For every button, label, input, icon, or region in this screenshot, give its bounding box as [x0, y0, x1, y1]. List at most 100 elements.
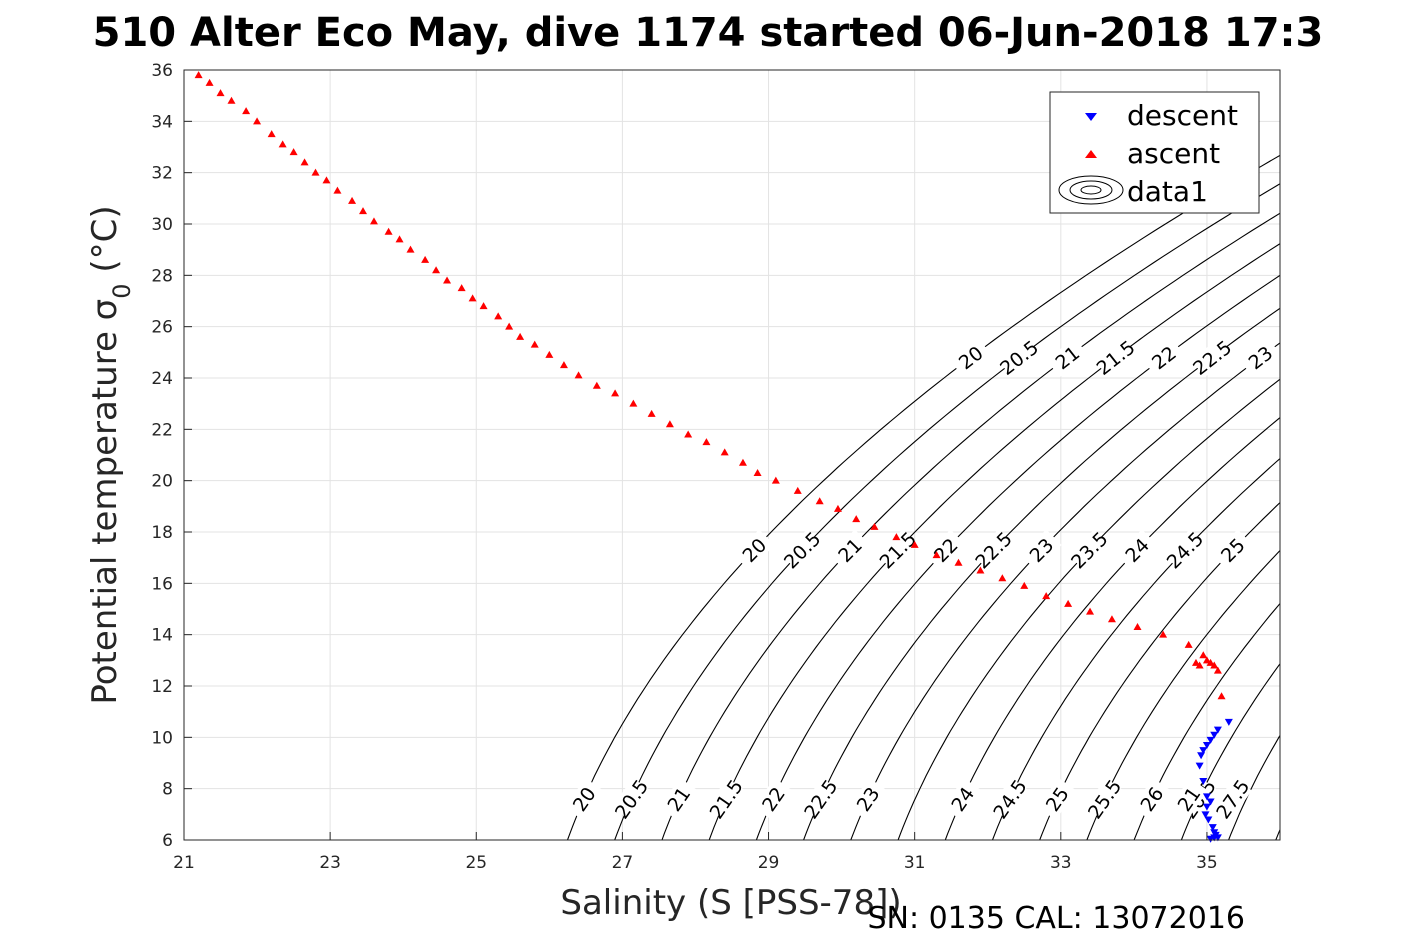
- x-tick-label: 29: [758, 853, 780, 873]
- density-contour-line: [944, 416, 1280, 840]
- y-tick-label: 26: [151, 318, 173, 338]
- legend-data1-label: data1: [1127, 175, 1208, 208]
- descent-point: [1197, 752, 1206, 760]
- contour-label-bg: [1169, 777, 1209, 820]
- y-tick-label: 12: [151, 677, 173, 697]
- y-tick-label: 24: [151, 369, 173, 389]
- descent-point: [1199, 747, 1208, 755]
- descent-point: [1206, 798, 1215, 806]
- descent-series: [1195, 718, 1233, 843]
- y-tick-label: 14: [151, 626, 173, 646]
- ascent-point: [267, 130, 276, 138]
- ascent-point: [468, 294, 477, 302]
- contour-label-bg: [949, 337, 992, 378]
- ascent-point: [300, 158, 309, 166]
- ascent-point: [289, 148, 298, 156]
- ascent-point: [384, 227, 393, 235]
- density-contour-line: [708, 243, 1280, 840]
- ascent-point: [1064, 599, 1073, 607]
- contour-label-bg: [943, 777, 982, 820]
- ascent-point: [242, 107, 251, 115]
- contour-label-bg: [611, 777, 651, 820]
- ascent-point: [311, 168, 320, 176]
- ascent-point: [1195, 661, 1204, 669]
- y-tick-label: 34: [151, 112, 173, 132]
- contour-label-bg: [1116, 529, 1158, 571]
- ascent-point: [629, 399, 638, 407]
- x-axis-ticks: 21 23 25 27 29 31 33 35: [173, 832, 1218, 873]
- contour-label-bg: [1213, 777, 1252, 820]
- ascent-point: [833, 504, 842, 512]
- y-axis-label-unit: (°C): [85, 205, 125, 283]
- ascent-point: [443, 276, 452, 284]
- legend-contour-icon: [1058, 175, 1124, 205]
- descent-point: [1208, 824, 1217, 832]
- ascent-point: [530, 340, 539, 348]
- ascent-point: [432, 266, 441, 274]
- contour-label-bg: [848, 777, 888, 820]
- contour-label-bg: [1164, 529, 1206, 571]
- ascent-point: [253, 117, 262, 125]
- contour-label-bg: [990, 777, 1030, 820]
- ascent-point: [1202, 656, 1211, 664]
- legend-descent-marker: [1085, 113, 1097, 121]
- descent-point: [1224, 718, 1233, 726]
- ascent-point: [647, 409, 656, 417]
- ascent-point: [998, 574, 1007, 582]
- y-axis-label: Potential temperature σ0 (°C): [85, 205, 136, 704]
- ascent-point: [954, 558, 963, 566]
- contour-label-bg: [829, 529, 871, 571]
- ascent-point: [1199, 651, 1208, 659]
- contour-label-bg: [1094, 337, 1137, 378]
- ascent-point: [359, 207, 368, 215]
- ascent-series: [194, 71, 1226, 700]
- descent-point: [1202, 803, 1211, 811]
- contour-label-bg: [1085, 777, 1124, 820]
- descent-point: [1206, 736, 1215, 744]
- ascent-point: [1206, 658, 1215, 666]
- ascent-point: [1191, 658, 1200, 666]
- y-tick-label: 36: [151, 61, 173, 81]
- density-contour-line: [850, 342, 1280, 840]
- y-axis-label-main: Potential temperature σ: [85, 299, 125, 705]
- y-tick-label: 16: [151, 574, 173, 594]
- contour-label-bg: [706, 777, 746, 820]
- ascent-point: [738, 458, 747, 466]
- contour-label-bg: [1191, 337, 1233, 378]
- descent-point: [1201, 811, 1210, 819]
- legend: descent ascent data1: [1049, 91, 1260, 214]
- ascent-point: [1159, 630, 1168, 638]
- contour-label-bg: [753, 777, 793, 820]
- x-tick-label: 35: [1196, 853, 1218, 873]
- ascent-point: [1184, 640, 1193, 648]
- contour-label-bg: [1132, 777, 1171, 820]
- ascent-point: [278, 140, 287, 148]
- ascent-point: [720, 448, 729, 456]
- ascent-point: [771, 476, 780, 484]
- ascent-point: [395, 235, 404, 243]
- legend-ascent-label: ascent: [1127, 137, 1220, 170]
- ascent-point: [505, 322, 514, 330]
- ascent-point: [322, 176, 331, 184]
- ascent-point: [227, 96, 236, 104]
- ascent-point: [216, 89, 225, 97]
- density-contour-line: [1180, 662, 1280, 840]
- density-contour-line: [897, 378, 1280, 840]
- density-contour-line: [1086, 549, 1280, 840]
- ascent-point: [479, 302, 488, 310]
- y-tick-label: 10: [151, 728, 173, 748]
- density-contour-line: [661, 212, 1280, 840]
- contour-label-bg: [564, 777, 604, 820]
- density-contour-line: [755, 274, 1280, 840]
- contour-label-bg: [1239, 337, 1282, 378]
- ascent-point: [793, 486, 802, 494]
- descent-point: [1202, 793, 1211, 801]
- density-contour-line: [1275, 828, 1280, 840]
- chart-title: 510 Alter Eco May, dive 1174 started 06-…: [93, 10, 1324, 56]
- ascent-point: [1213, 666, 1222, 674]
- ascent-point: [516, 332, 525, 340]
- ascent-point: [753, 468, 762, 476]
- contour-label-bg: [1020, 529, 1062, 571]
- ascent-point: [494, 312, 503, 320]
